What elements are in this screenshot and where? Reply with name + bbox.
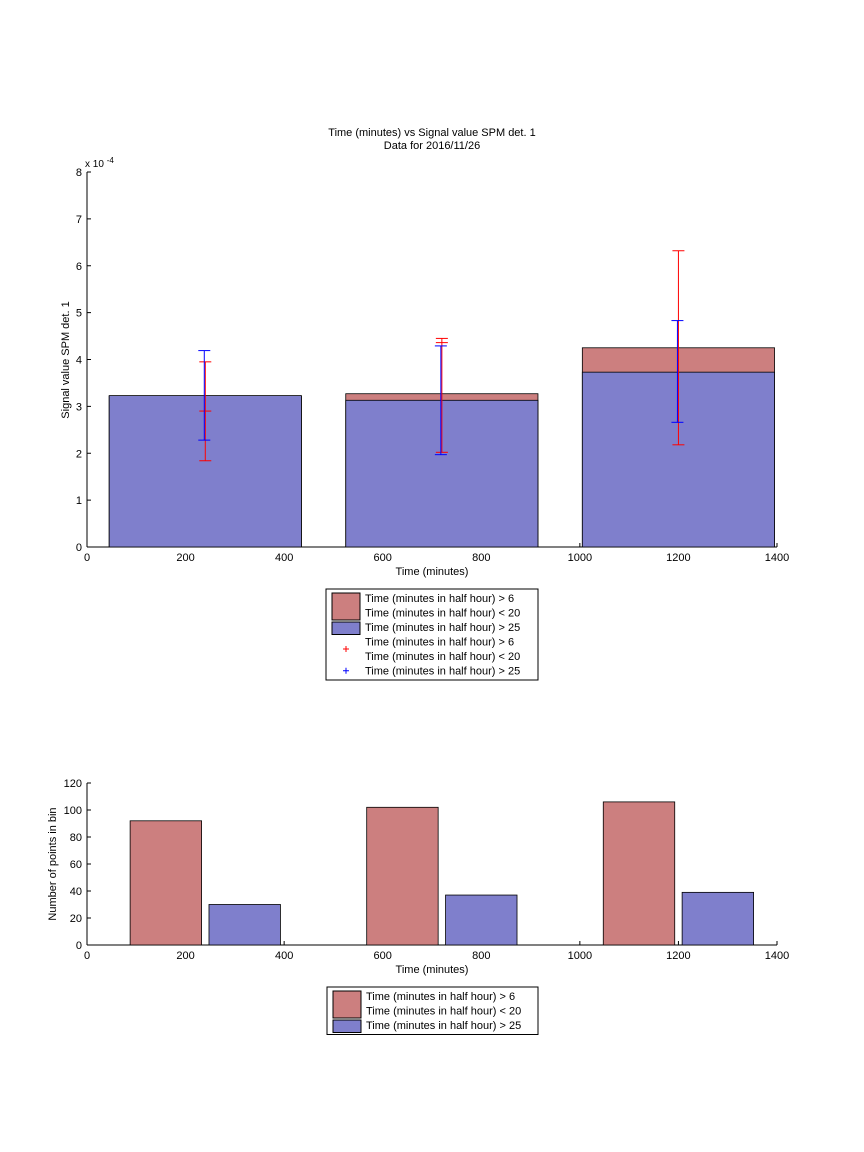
chart-1-legend-swatch (331, 592, 361, 621)
chart-1-legend-label: Time (minutes in half hour) < 20 (365, 651, 520, 663)
chart-2-x-tick-label: 800 (472, 950, 490, 962)
chart-2-y-tick-label: 20 (70, 913, 82, 925)
chart-1-xlabel: Time (minutes) (396, 566, 469, 578)
chart-2-legend: Time (minutes in half hour) > 6 Time (min… (326, 986, 539, 1035)
chart-2-y-tick-label: 120 (64, 778, 82, 790)
chart-1-legend-label: Time (minutes in half hour) > 25 (365, 622, 520, 634)
chart-1-legend-label: Time (minutes in half hour) > 6 (365, 637, 514, 649)
chart-1-legend-swatch (331, 621, 361, 635)
chart-1-x-tick-label: 200 (176, 552, 194, 564)
chart-1-exponent-power: -4 (107, 156, 115, 165)
chart-2-y-tick-label: 60 (70, 859, 82, 871)
chart-1-plot-area: 0 200 400 600 800 1000 1200 1400 0 1 2 3 4 5 6 7 8 (76, 167, 789, 564)
chart-1-x-tick-label: 1200 (666, 552, 690, 564)
chart-2-bar (129, 820, 202, 946)
chart-2-bar (602, 801, 676, 946)
chart-2-bar (208, 904, 281, 946)
chart-2-y-tick-label: 40 (70, 886, 82, 898)
chart-1-y-tick-label: 1 (76, 495, 82, 507)
chart-2-x-tick-label: 400 (275, 950, 293, 962)
chart-1-x-tick-label: 1400 (765, 552, 789, 564)
chart-1-legend: Time (minutes in half hour) > 6 Time (min… (325, 588, 539, 681)
chart-1-y-tick-label: 4 (76, 355, 82, 367)
chart-2-bar (681, 891, 754, 946)
chart-2-legend-label: Time (minutes in half hour) > 6 (366, 991, 515, 1003)
chart-2-x-tick-label: 1000 (568, 950, 592, 962)
chart-2-legend-swatch (332, 1019, 362, 1033)
chart-1-y-tick-label: 6 (76, 261, 82, 273)
chart-2-ylabel: Number of points in bin (47, 807, 59, 920)
chart-2-x-tick-label: 1200 (666, 950, 690, 962)
chart-2-plot-area: 0 200 400 600 800 1000 1200 1400 0 20 40 60 80 100 120 (64, 778, 790, 962)
chart-2-bar (445, 894, 518, 946)
chart-1-x-tick-label: 800 (472, 552, 490, 564)
chart-1-y-tick-label: 0 (76, 542, 82, 554)
chart-2-x-tick-label: 600 (374, 950, 392, 962)
chart-2-y-tick-label: 0 (76, 940, 82, 952)
chart-2-xlabel: Time (minutes) (396, 964, 469, 976)
chart-1-exponent-base: x 10 (85, 159, 104, 170)
chart-2-bar (366, 806, 439, 946)
chart-2-x-tick-label: 0 (84, 950, 90, 962)
chart-1-title: Time (minutes) vs Signal value SPM det. … (328, 127, 535, 139)
chart-1-legend-label: Time (minutes in half hour) > 25 (365, 666, 520, 678)
chart-1-y-tick-label: 8 (76, 167, 82, 179)
chart-2-x-tick-label: 200 (176, 950, 194, 962)
chart-2-legend-label: Time (minutes in half hour) < 20 (366, 1006, 521, 1018)
chart-1-x-tick-label: 0 (84, 552, 90, 564)
chart-1-y-tick-label: 7 (76, 214, 82, 226)
chart-1-x-tick-label: 400 (275, 552, 293, 564)
chart-1-y-tick-label: 5 (76, 308, 82, 320)
chart-1-x-tick-label: 600 (374, 552, 392, 564)
chart-1-legend-label: Time (minutes in half hour) < 20 (365, 608, 520, 620)
chart-2-x-tick-label: 1400 (765, 950, 789, 962)
chart-1-y-tick-label: 2 (76, 448, 82, 460)
chart-1-x-tick-label: 1000 (568, 552, 592, 564)
chart-2-legend-box (326, 986, 539, 1035)
chart-2-y-tick-label: 100 (64, 805, 82, 817)
chart-2-legend-label: Time (minutes in half hour) > 25 (366, 1020, 521, 1032)
chart-1-legend-label: Time (minutes in half hour) > 6 (365, 593, 514, 605)
chart-1-legend-box (325, 588, 539, 681)
chart-1-ylabel: Signal value SPM det. 1 (60, 301, 72, 418)
chart-1-y-tick-label: 3 (76, 401, 82, 413)
chart-1-subtitle: Data for 2016/11/26 (384, 140, 480, 152)
chart-2-y-tick-label: 80 (70, 832, 82, 844)
chart-2-legend-swatch (332, 990, 362, 1019)
chart-1-exponent-label: x 10 -4 (85, 156, 114, 170)
